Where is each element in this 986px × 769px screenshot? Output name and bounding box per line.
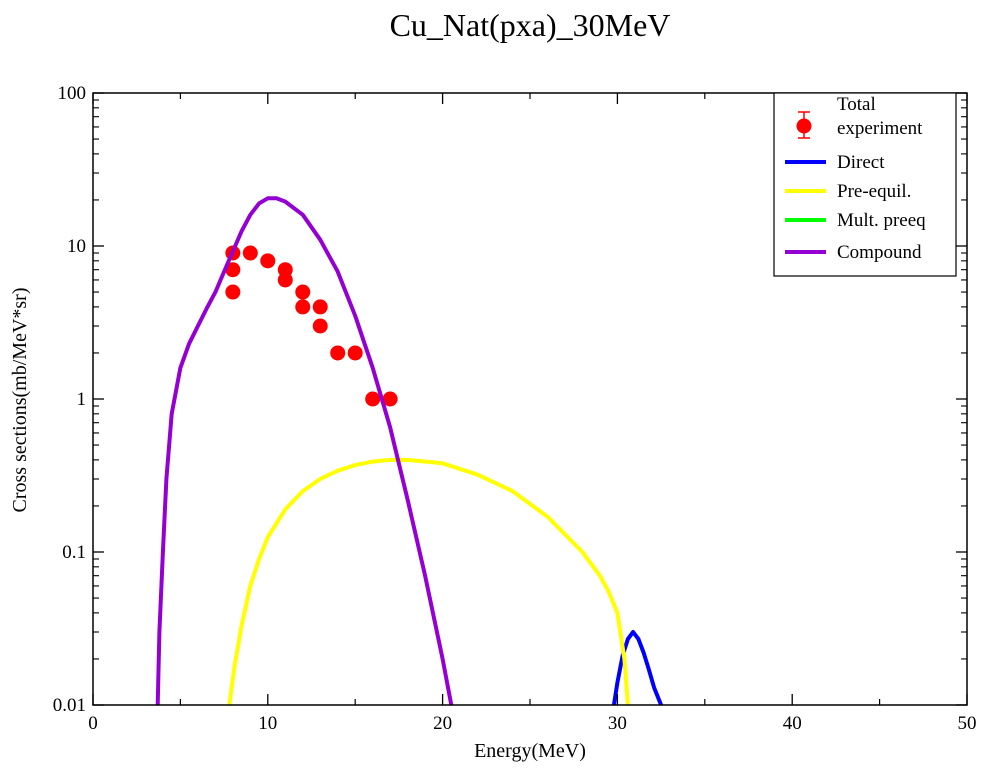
x-tick-label: 30 [608, 713, 627, 734]
data-point-experiment [330, 345, 346, 361]
x-tick-label: 40 [783, 713, 802, 734]
series-line-pre-equil [227, 457, 630, 705]
data-point-experiment [347, 345, 363, 361]
y-tick-label: 10 [67, 236, 86, 257]
x-tick-label: 20 [433, 713, 452, 734]
data-point-experiment [242, 245, 258, 261]
legend-label-direct: Direct [837, 152, 885, 173]
y-tick-label: 100 [58, 83, 87, 104]
data-point-experiment [225, 262, 241, 278]
data-point-experiment [312, 318, 328, 334]
chart-title: Cu_Nat(pxa)_30MeV [390, 7, 671, 43]
legend-label-compound: Compound [837, 242, 922, 263]
y-tick-label: 0.1 [62, 542, 86, 563]
data-point-experiment [382, 391, 398, 407]
series-line-compound [155, 196, 454, 705]
legend-label-total: Total [837, 94, 876, 115]
y-tick-label: 0.01 [53, 695, 86, 716]
axes-layer: 0 10 20 30 40 50 0.01 0.1 1 10 100 [53, 83, 977, 734]
data-point-experiment [365, 391, 381, 407]
data-point-experiment [277, 272, 293, 288]
x-tick-label: 0 [88, 713, 98, 734]
series-layer [155, 196, 664, 705]
x-tick-label: 50 [958, 713, 977, 734]
legend-label-mult-preeq: Mult. preeq [837, 210, 926, 231]
legend-swatch-experiment [796, 118, 812, 134]
data-point-experiment [295, 284, 311, 300]
x-tick-label: 10 [258, 713, 277, 734]
legend-label-experiment: experiment [837, 118, 923, 139]
legend: Total experiment Direct Pre-equil. Mult. pre… [773, 92, 957, 277]
data-point-experiment [312, 299, 328, 315]
legend-label-pre-equil: Pre-equil. [837, 181, 911, 202]
data-point-experiment [225, 284, 241, 300]
series-line-direct [611, 630, 664, 705]
data-point-experiment [260, 253, 276, 269]
x-axis-title: Energy(MeV) [474, 740, 586, 762]
y-tick-label: 1 [77, 389, 87, 410]
y-axis-title: Cross sections(mb/MeV*sr) [9, 288, 31, 513]
data-point-experiment [295, 299, 311, 315]
